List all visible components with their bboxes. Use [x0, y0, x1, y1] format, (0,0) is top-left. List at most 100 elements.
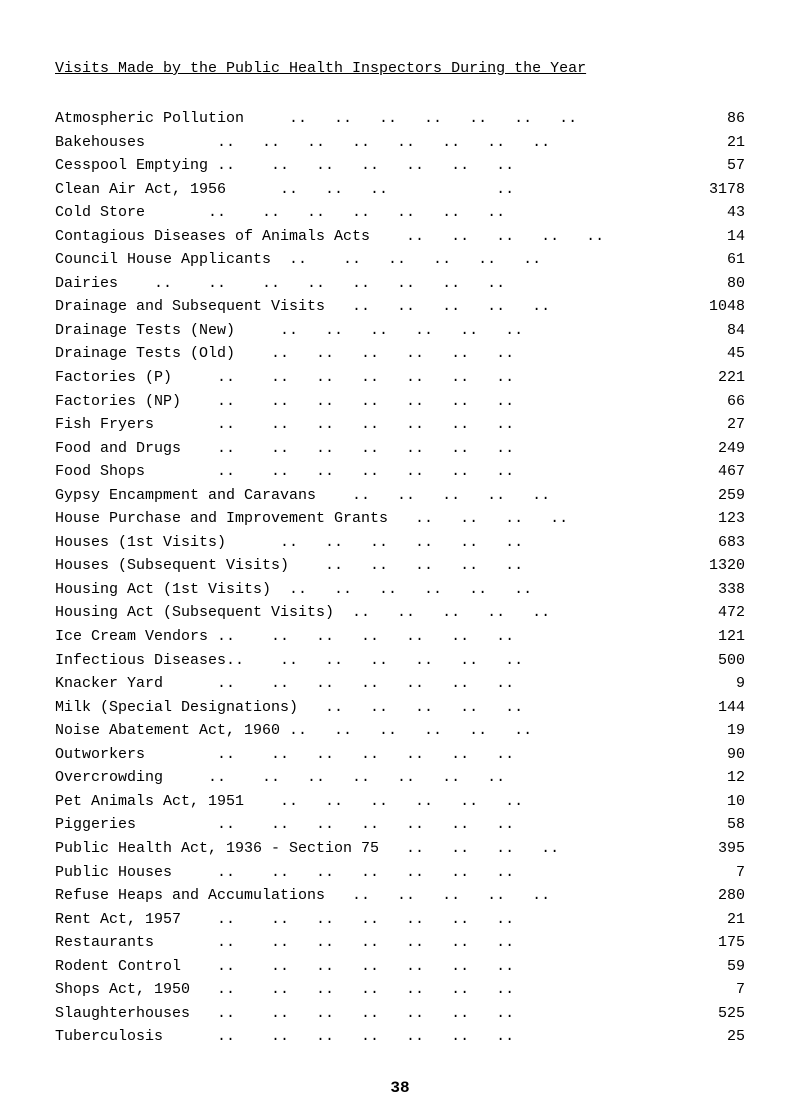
list-item: Houses (Subsequent Visits) .. .. .. .. .…: [55, 554, 745, 578]
list-item: Fish Fryers .. .. .. .. .. .. ..27: [55, 413, 745, 437]
list-item: Slaughterhouses .. .. .. .. .. .. ..525: [55, 1002, 745, 1026]
item-value: 21: [685, 131, 745, 155]
list-item: Knacker Yard .. .. .. .. .. .. ..9: [55, 672, 745, 696]
item-label: Infectious Diseases.. .. .. .. .. .. ..: [55, 649, 685, 673]
item-value: 1320: [685, 554, 745, 578]
item-value: 7: [685, 861, 745, 885]
item-value: 221: [685, 366, 745, 390]
item-value: 500: [685, 649, 745, 673]
item-label: Contagious Diseases of Animals Acts .. .…: [55, 225, 685, 249]
list-item: Dairies .. .. .. .. .. .. .. ..80: [55, 272, 745, 296]
item-label: Milk (Special Designations) .. .. .. .. …: [55, 696, 685, 720]
list-item: Rodent Control .. .. .. .. .. .. ..59: [55, 955, 745, 979]
list-item: Ice Cream Vendors .. .. .. .. .. .. ..12…: [55, 625, 745, 649]
item-label: Tuberculosis .. .. .. .. .. .. ..: [55, 1025, 685, 1049]
item-value: 90: [685, 743, 745, 767]
item-value: 12: [685, 766, 745, 790]
item-label: House Purchase and Improvement Grants ..…: [55, 507, 685, 531]
list-item: Piggeries .. .. .. .. .. .. ..58: [55, 813, 745, 837]
item-value: 25: [685, 1025, 745, 1049]
list-item: Cesspool Emptying .. .. .. .. .. .. ..57: [55, 154, 745, 178]
item-value: 86: [685, 107, 745, 131]
item-label: Overcrowding .. .. .. .. .. .. ..: [55, 766, 685, 790]
item-value: 259: [685, 484, 745, 508]
list-item: Milk (Special Designations) .. .. .. .. …: [55, 696, 745, 720]
list-item: Bakehouses .. .. .. .. .. .. .. ..21: [55, 131, 745, 155]
list-item: Tuberculosis .. .. .. .. .. .. ..25: [55, 1025, 745, 1049]
item-label: Housing Act (Subsequent Visits) .. .. ..…: [55, 601, 685, 625]
item-value: 3178: [685, 178, 745, 202]
list-item: Clean Air Act, 1956 .. .. .. ..3178: [55, 178, 745, 202]
item-label: Factories (P) .. .. .. .. .. .. ..: [55, 366, 685, 390]
list-item: Public Houses .. .. .. .. .. .. ..7: [55, 861, 745, 885]
list-item: House Purchase and Improvement Grants ..…: [55, 507, 745, 531]
item-label: Food and Drugs .. .. .. .. .. .. ..: [55, 437, 685, 461]
list-item: Drainage Tests (Old) .. .. .. .. .. ..45: [55, 342, 745, 366]
list-item: Factories (P) .. .. .. .. .. .. ..221: [55, 366, 745, 390]
item-value: 123: [685, 507, 745, 531]
list-item: Factories (NP) .. .. .. .. .. .. ..66: [55, 390, 745, 414]
item-label: Atmospheric Pollution .. .. .. .. .. .. …: [55, 107, 685, 131]
item-label: Pet Animals Act, 1951 .. .. .. .. .. ..: [55, 790, 685, 814]
page-number: 38: [55, 1079, 745, 1097]
item-label: Gypsy Encampment and Caravans .. .. .. .…: [55, 484, 685, 508]
item-value: 7: [685, 978, 745, 1002]
item-label: Outworkers .. .. .. .. .. .. ..: [55, 743, 685, 767]
page-title: Visits Made by the Public Health Inspect…: [55, 60, 745, 77]
item-label: Cesspool Emptying .. .. .. .. .. .. ..: [55, 154, 685, 178]
list-item: Rent Act, 1957 .. .. .. .. .. .. ..21: [55, 908, 745, 932]
item-label: Houses (Subsequent Visits) .. .. .. .. .…: [55, 554, 685, 578]
item-label: Dairies .. .. .. .. .. .. .. ..: [55, 272, 685, 296]
item-label: Houses (1st Visits) .. .. .. .. .. ..: [55, 531, 685, 555]
item-label: Piggeries .. .. .. .. .. .. ..: [55, 813, 685, 837]
item-value: 84: [685, 319, 745, 343]
list-item: Gypsy Encampment and Caravans .. .. .. .…: [55, 484, 745, 508]
item-label: Fish Fryers .. .. .. .. .. .. ..: [55, 413, 685, 437]
list-item: Contagious Diseases of Animals Acts .. .…: [55, 225, 745, 249]
list-item: Shops Act, 1950 .. .. .. .. .. .. ..7: [55, 978, 745, 1002]
item-value: 175: [685, 931, 745, 955]
item-value: 338: [685, 578, 745, 602]
list-item: Drainage Tests (New) .. .. .. .. .. ..84: [55, 319, 745, 343]
list-item: Noise Abatement Act, 1960 .. .. .. .. ..…: [55, 719, 745, 743]
item-label: Food Shops .. .. .. .. .. .. ..: [55, 460, 685, 484]
item-value: 144: [685, 696, 745, 720]
item-label: Refuse Heaps and Accumulations .. .. .. …: [55, 884, 685, 908]
list-item: Restaurants .. .. .. .. .. .. ..175: [55, 931, 745, 955]
item-value: 80: [685, 272, 745, 296]
list-item: Food Shops .. .. .. .. .. .. ..467: [55, 460, 745, 484]
item-label: Clean Air Act, 1956 .. .. .. ..: [55, 178, 685, 202]
item-value: 280: [685, 884, 745, 908]
item-label: Public Houses .. .. .. .. .. .. ..: [55, 861, 685, 885]
item-value: 249: [685, 437, 745, 461]
item-value: 14: [685, 225, 745, 249]
item-value: 66: [685, 390, 745, 414]
item-value: 472: [685, 601, 745, 625]
list-item: Cold Store .. .. .. .. .. .. ..43: [55, 201, 745, 225]
item-value: 9: [685, 672, 745, 696]
item-label: Slaughterhouses .. .. .. .. .. .. ..: [55, 1002, 685, 1026]
item-value: 467: [685, 460, 745, 484]
item-value: 27: [685, 413, 745, 437]
list-item: Council House Applicants .. .. .. .. .. …: [55, 248, 745, 272]
list-item: Housing Act (Subsequent Visits) .. .. ..…: [55, 601, 745, 625]
item-value: 43: [685, 201, 745, 225]
item-label: Rent Act, 1957 .. .. .. .. .. .. ..: [55, 908, 685, 932]
list-item: Atmospheric Pollution .. .. .. .. .. .. …: [55, 107, 745, 131]
item-label: Cold Store .. .. .. .. .. .. ..: [55, 201, 685, 225]
item-label: Drainage and Subsequent Visits .. .. .. …: [55, 295, 685, 319]
item-value: 45: [685, 342, 745, 366]
item-value: 57: [685, 154, 745, 178]
item-value: 58: [685, 813, 745, 837]
item-value: 21: [685, 908, 745, 932]
list-item: Pet Animals Act, 1951 .. .. .. .. .. ..1…: [55, 790, 745, 814]
item-value: 10: [685, 790, 745, 814]
list-item: Houses (1st Visits) .. .. .. .. .. ..683: [55, 531, 745, 555]
item-label: Housing Act (1st Visits) .. .. .. .. .. …: [55, 578, 685, 602]
list-item: Housing Act (1st Visits) .. .. .. .. .. …: [55, 578, 745, 602]
item-label: Shops Act, 1950 .. .. .. .. .. .. ..: [55, 978, 685, 1002]
item-label: Public Health Act, 1936 - Section 75 .. …: [55, 837, 685, 861]
list-item: Refuse Heaps and Accumulations .. .. .. …: [55, 884, 745, 908]
item-label: Drainage Tests (New) .. .. .. .. .. ..: [55, 319, 685, 343]
item-value: 683: [685, 531, 745, 555]
